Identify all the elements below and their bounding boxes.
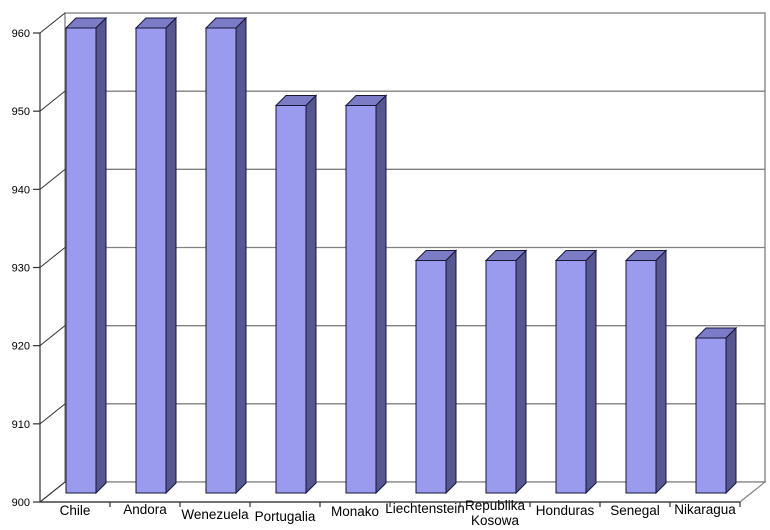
y-tick-label: 910: [12, 419, 30, 431]
bar-portugalia: [274, 94, 318, 495]
bar-front-face: [415, 260, 447, 494]
bar-side-face: [725, 326, 737, 495]
y-tick-label: 900: [12, 497, 30, 509]
bar-chile: [64, 16, 108, 495]
bar-liechtenstein: [414, 249, 458, 495]
y-tick-depth-connector: [39, 12, 66, 34]
category-label: Senegal: [610, 503, 660, 518]
category-label: Wenezuela: [181, 507, 249, 522]
y-tick-depth-connector: [39, 403, 66, 425]
category-label: Portugalia: [255, 509, 316, 524]
bar-side-face: [165, 16, 177, 495]
bar-side-face: [95, 16, 107, 495]
category-label: Republika: [465, 498, 526, 513]
bar-side-face: [655, 249, 667, 495]
y-tick-depth-connector: [39, 168, 66, 190]
bar-side-face: [445, 249, 457, 495]
bar-front-face: [275, 105, 307, 494]
category-label: Chile: [60, 503, 91, 518]
bar-front-face: [65, 27, 97, 494]
category-label: Honduras: [536, 503, 595, 518]
category-label: Nikaragua: [674, 502, 736, 517]
bar-side-face: [585, 249, 597, 495]
bar-front-face: [345, 105, 377, 494]
bar-side-face: [515, 249, 527, 495]
bar-honduras: [554, 249, 598, 495]
bar-front-face: [485, 260, 517, 494]
bar-side-face: [305, 94, 317, 495]
y-tick-depth-connector: [39, 247, 66, 268]
y-tick-depth-connector: [39, 481, 66, 503]
bar-front-face: [695, 337, 727, 494]
bar-front-face: [555, 260, 587, 494]
category-label: Liechtenstein: [385, 501, 465, 516]
bar-monako: [344, 94, 388, 495]
bar-andora: [134, 16, 178, 495]
bar-side-face: [375, 94, 387, 495]
category-label: Andora: [123, 502, 167, 517]
y-tick-label: 960: [12, 28, 30, 40]
bar-wenezuela: [204, 16, 248, 495]
y-tick-depth-connector: [39, 90, 66, 112]
y-tick-label: 950: [12, 106, 30, 118]
category-label: Monako: [331, 504, 379, 519]
y-tick-label: 930: [12, 263, 30, 275]
bar-front-face: [205, 27, 237, 494]
y-tick-depth-connector: [39, 325, 66, 347]
y-tick-label: 920: [12, 341, 30, 353]
bar-front-face: [625, 260, 657, 494]
y-tick-label: 940: [12, 184, 30, 196]
bar-side-face: [235, 16, 247, 495]
bar-senegal: [624, 249, 668, 495]
bar-nikaragua: [694, 326, 738, 495]
bar-republika-kosowa: [484, 249, 528, 495]
bar-front-face: [135, 27, 167, 494]
category-label: Kosowa: [471, 513, 520, 528]
